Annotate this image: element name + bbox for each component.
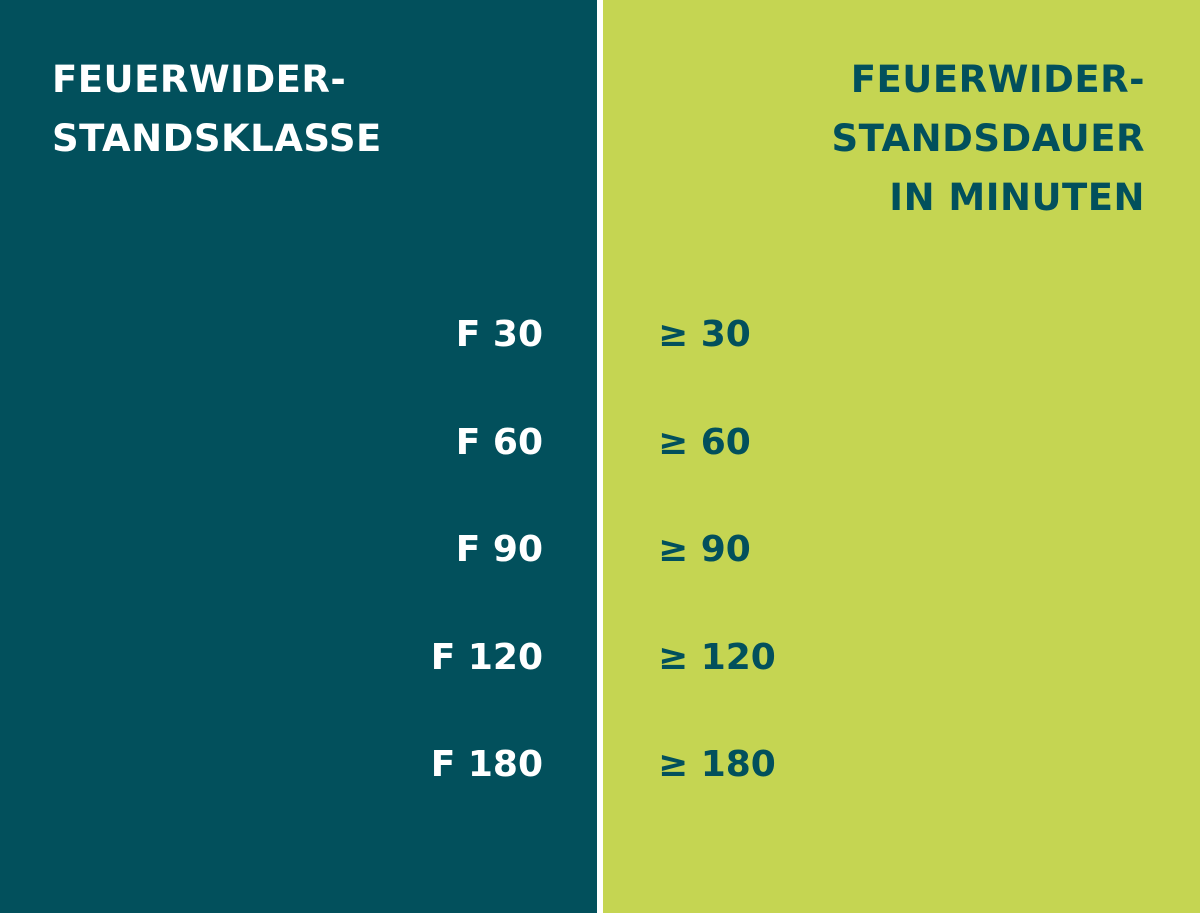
fire-class: F 120 (430, 636, 543, 678)
fire-duration: ≥ 180 (658, 744, 776, 785)
fire-duration: ≥ 120 (658, 636, 776, 678)
fire-duration: ≥ 90 (658, 529, 751, 570)
fire-class: F 90 (455, 529, 543, 570)
header-line: STANDSDAUER (831, 117, 1145, 160)
header-line: FEUERWIDER- (850, 58, 1145, 101)
class-column (0, 0, 597, 913)
fire-duration: ≥ 60 (658, 421, 751, 463)
fire-class: F 180 (430, 744, 543, 785)
fire-class: F 60 (455, 421, 543, 463)
duration-column (603, 0, 1200, 913)
header-line: STANDSKLASSE (52, 117, 382, 160)
fire-duration: ≥ 30 (658, 314, 751, 355)
header-line: FEUERWIDER- (52, 58, 347, 101)
header-line: IN MINUTEN (889, 176, 1145, 219)
fire-class: F 30 (455, 314, 543, 355)
